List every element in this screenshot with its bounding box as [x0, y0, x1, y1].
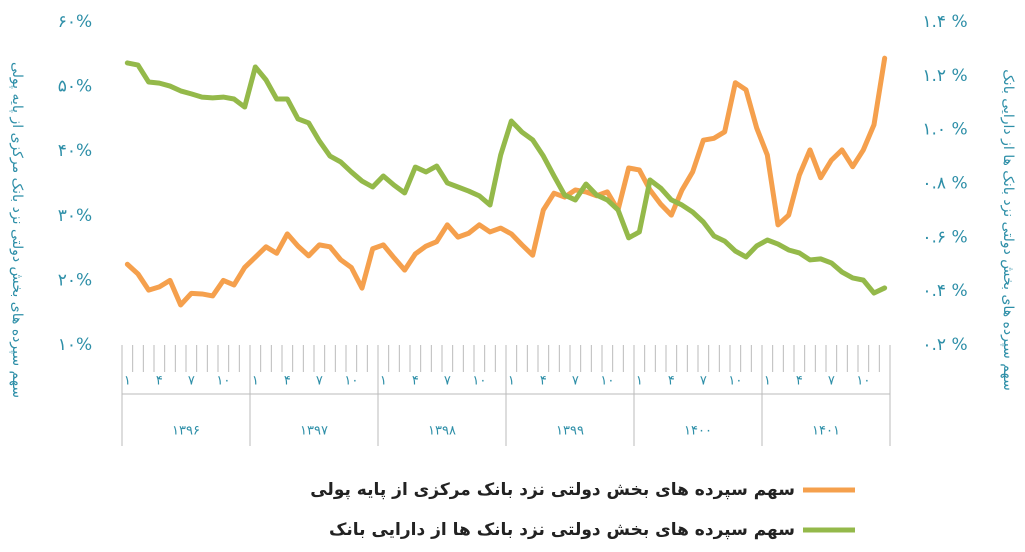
x-tick-label: ۱۰ — [856, 374, 870, 389]
x-tick-label: ۱ — [380, 374, 387, 389]
y2-tick-label: ۱.۴ % — [922, 12, 967, 32]
series-line — [124, 55, 888, 308]
x-tick-label: ۴ — [156, 374, 163, 389]
year-label: ۱۳۹۶ — [172, 424, 200, 439]
x-tick-label: ۴ — [796, 374, 803, 389]
x-tick-label: ۱ — [124, 374, 131, 389]
year-label: ۱۳۹۷ — [300, 424, 328, 439]
y-tick-label: ۶۰% — [58, 12, 92, 32]
y-tick-label: ۴۰% — [58, 141, 92, 161]
legend-label: سهم سپرده های بخش دولتی نزد بانک ها از د… — [329, 520, 795, 540]
year-label: ۱۴۰۰ — [684, 424, 712, 439]
x-tick-label: ۴ — [284, 374, 291, 389]
y-tick-label: ۲۰% — [58, 270, 92, 290]
series-line — [124, 60, 888, 296]
year-label: ۱۴۰۱ — [812, 424, 840, 439]
x-tick-label: ۱ — [508, 374, 515, 389]
y2-tick-label: ۱.۰ % — [922, 120, 967, 140]
year-label: ۱۳۹۹ — [556, 424, 584, 439]
y2-tick-label: ۰.۸ % — [922, 174, 967, 194]
x-tick-label: ۷ — [444, 374, 451, 389]
legend-label: سهم سپرده های بخش دولتی نزد بانک مرکزی ا… — [310, 480, 795, 500]
y-tick-label: ۳۰% — [58, 206, 92, 226]
y-tick-label: ۵۰% — [58, 77, 92, 97]
x-tick-label: ۷ — [188, 374, 195, 389]
y2-tick-label: ۰.۴ % — [922, 281, 967, 301]
x-tick-label: ۷ — [316, 374, 323, 389]
x-tick-label: ۱ — [764, 374, 771, 389]
x-tick-label: ۱ — [636, 374, 643, 389]
x-tick-label: ۴ — [540, 374, 547, 389]
x-tick-label: ۱ — [252, 374, 259, 389]
y2-tick-label: ۰.۲ % — [922, 335, 967, 355]
y-axis-title: سهم سپرده های بخش دولتی نزد بانک مرکزی ا… — [9, 62, 25, 398]
x-tick-label: ۱۰ — [472, 374, 486, 389]
x-tick-label: ۴ — [412, 374, 419, 389]
x-tick-label: ۷ — [828, 374, 835, 389]
x-tick-label: ۴ — [668, 374, 675, 389]
x-tick-label: ۱۰ — [216, 374, 230, 389]
y2-axis-title: سهم سپرده های بخش دولتی نزد بانک ها از د… — [1000, 69, 1016, 390]
y2-tick-label: ۰.۶ % — [922, 227, 967, 247]
x-tick-label: ۱۰ — [344, 374, 358, 389]
y-tick-label: ۱۰% — [58, 335, 92, 355]
y2-tick-label: ۱.۲ % — [922, 66, 967, 86]
x-tick-label: ۱۰ — [600, 374, 614, 389]
x-tick-label: ۷ — [700, 374, 707, 389]
x-tick-label: ۱۰ — [728, 374, 742, 389]
x-tick-label: ۷ — [572, 374, 579, 389]
year-label: ۱۳۹۸ — [428, 424, 456, 439]
